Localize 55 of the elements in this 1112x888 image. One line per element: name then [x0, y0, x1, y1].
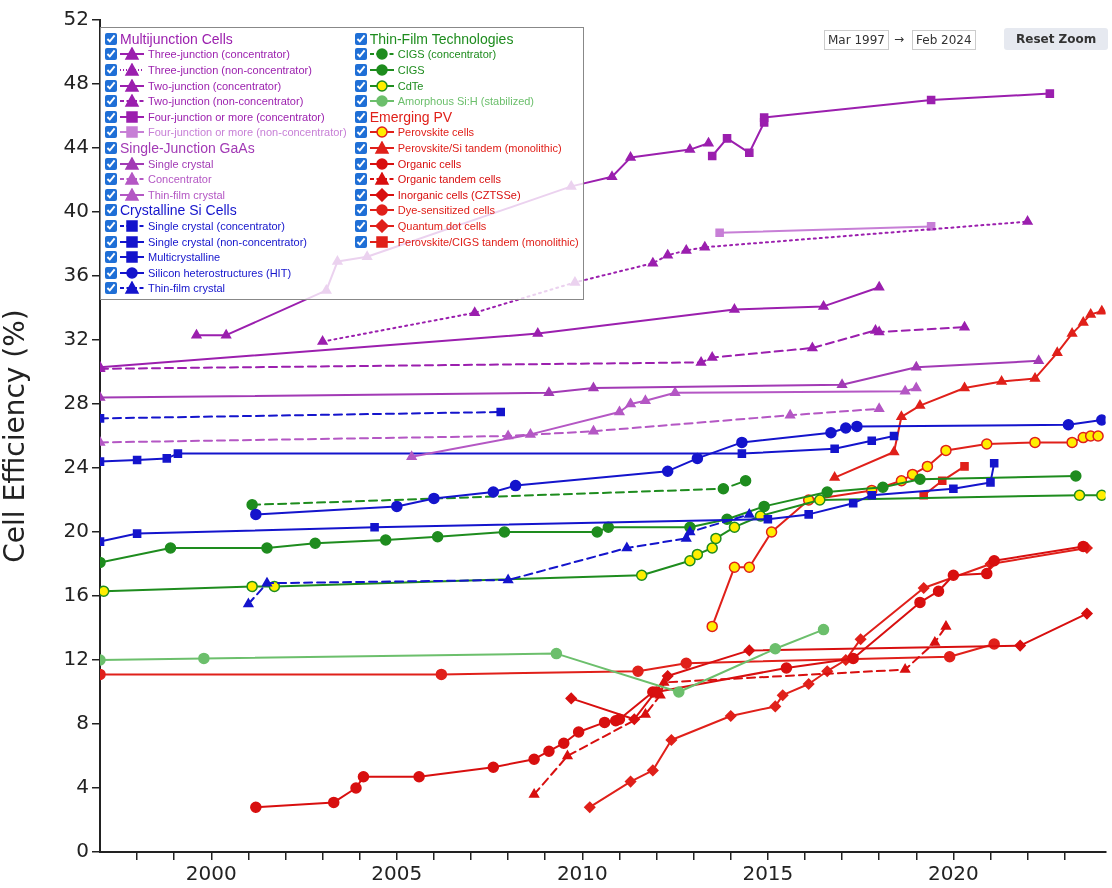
legend-label: Quantum dot cells	[397, 219, 487, 232]
legend-label: Perovskite/CIGS tandem (monolithic)	[397, 235, 579, 248]
annotation: Crystalline Si Cells	[120, 202, 237, 219]
legend-label: CdTe	[397, 79, 424, 92]
legend-label: Silicon heterostructures (HIT)	[148, 266, 292, 279]
annotation: Emerging PV	[369, 108, 453, 125]
legend-label: Three-junction (non-concentrator)	[148, 63, 312, 76]
reset-zoom-button: Reset Zoom	[1004, 28, 1109, 50]
y-tick-label: 40	[63, 198, 89, 223]
y-tick-label: 36	[63, 262, 89, 287]
legend-label: Perovskite cells	[397, 126, 475, 139]
y-tick-label: 20	[63, 518, 89, 543]
legend-label: Thin-film crystal	[148, 282, 226, 295]
legend-label: Dye-sensitized cells	[397, 204, 495, 217]
annotation: Thin-Film Technologies	[369, 30, 514, 47]
legend-label: Organic cells	[397, 157, 462, 170]
y-tick-label: 48	[63, 70, 89, 95]
x-tick-label: 2000	[185, 861, 237, 886]
y-tick-label: 0	[76, 838, 89, 863]
legend-label: Thin-film crystal	[148, 188, 226, 201]
legend-label: Single crystal	[148, 157, 214, 170]
y-axis-title: Cell Efficiency (%)	[0, 309, 32, 563]
date-field: Mar 1997	[824, 30, 889, 50]
legend-label: Single crystal (concentrator)	[148, 219, 285, 232]
y-tick-label: 24	[63, 454, 89, 479]
legend-label: Multicrystalline	[148, 251, 221, 264]
annotation: Multijunction Cells	[120, 30, 233, 47]
annotation: →	[894, 32, 905, 46]
y-tick-label: 32	[63, 326, 89, 351]
y-tick-label: 8	[76, 710, 89, 735]
y-tick-label: 52	[63, 6, 89, 31]
y-tick-label: 28	[63, 390, 89, 415]
legend-label: Four-junction or more (concentrator)	[148, 110, 325, 123]
x-tick-label: 2010	[556, 861, 608, 886]
annotation: Single-Junction GaAs	[120, 139, 255, 156]
legend-label: Three-junction (concentrator)	[148, 48, 290, 61]
date-field: Feb 2024	[912, 30, 976, 50]
legend-label: Concentrator	[148, 173, 212, 186]
legend-label: Amorphous Si:H (stabilized)	[397, 95, 535, 108]
x-tick-label: 2015	[742, 861, 794, 886]
legend-label: CIGS	[397, 63, 425, 76]
legend-label: Two-junction (non-concentrator)	[148, 95, 304, 108]
y-tick-label: 12	[63, 646, 89, 671]
legend-label: Four-junction or more (non-concentrator)	[148, 126, 347, 139]
x-tick-label: 2020	[927, 861, 979, 886]
legend-label: Inorganic cells (CZTSSe)	[397, 188, 521, 201]
y-tick-label: 4	[76, 774, 89, 799]
legend-label: CIGS (concentrator)	[397, 48, 497, 61]
legend-label: Single crystal (non-concentrator)	[148, 235, 307, 248]
y-tick-label: 16	[63, 582, 89, 607]
x-tick-label: 2005	[371, 861, 423, 886]
legend-label: Two-junction (concentrator)	[148, 79, 282, 92]
legend-label: Organic tandem cells	[397, 173, 502, 186]
y-tick-label: 44	[63, 134, 89, 159]
legend-label: Perovskite/Si tandem (monolithic)	[397, 141, 562, 154]
